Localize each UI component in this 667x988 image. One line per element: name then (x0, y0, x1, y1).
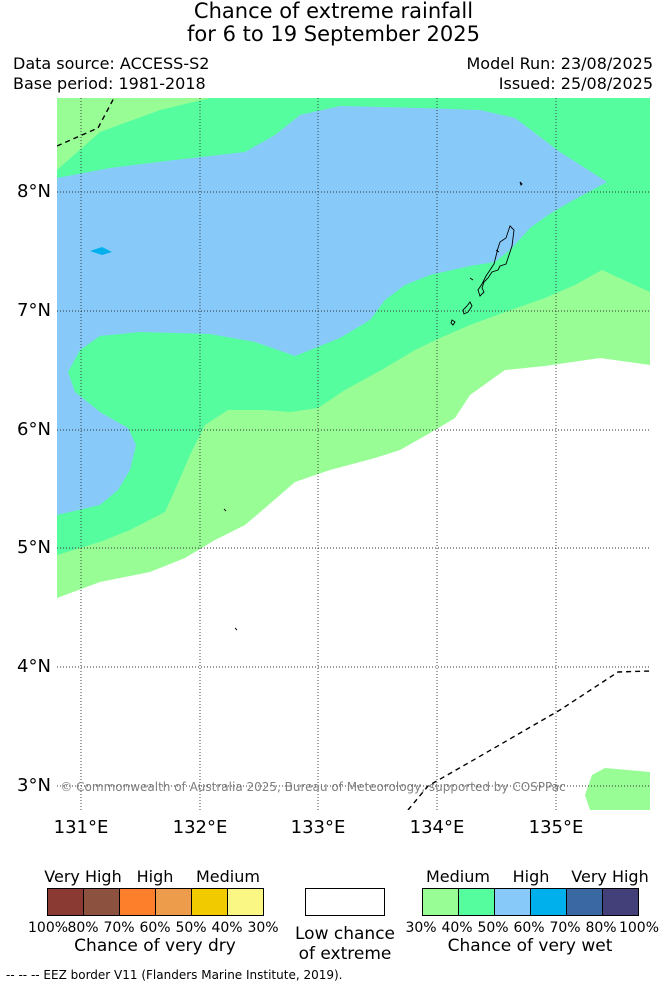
dry-swatch-4 (191, 888, 228, 916)
lon-label-133e: 133°E (290, 817, 346, 838)
wet-swatch-2 (494, 888, 531, 916)
wet-swatch-0 (422, 888, 459, 916)
wet-level-very-high: Very High (571, 867, 649, 886)
dry-pct-6: 30% (247, 920, 279, 936)
dry-pct-3: 60% (139, 920, 171, 936)
wet-swatch-3 (530, 888, 567, 916)
model-run: Model Run: 23/08/2025 (466, 54, 654, 73)
lat-label-5n: 5°N (17, 537, 51, 558)
low-chance-line2: of extreme (298, 944, 392, 964)
lat-label-6n: 6°N (17, 419, 51, 440)
dry-colorbar (47, 888, 264, 916)
dry-swatch-3 (155, 888, 192, 916)
map-title-line2: for 6 to 19 September 2025 (187, 22, 480, 46)
lat-label-8n: 8°N (17, 181, 51, 202)
dry-swatch-0 (47, 888, 84, 916)
data-source: Data source: ACCESS-S2 (13, 54, 210, 73)
lat-label-4n: 4°N (17, 656, 51, 677)
wet-pct-1: 40% (441, 920, 473, 936)
dry-pct-2: 70% (103, 920, 135, 936)
lat-label-3n: 3°N (17, 775, 51, 796)
zone-wet-high-patch (90, 247, 112, 255)
wet-caption: Chance of very wet (447, 936, 613, 956)
wet-pct-6: 100% (618, 920, 660, 936)
palau-islands (223, 181, 523, 631)
lon-label-132e: 132°E (172, 817, 228, 838)
dry-swatch-5 (227, 888, 264, 916)
dry-level-very-high: Very High (44, 867, 122, 886)
lat-label-7n: 7°N (17, 300, 51, 321)
dry-pct-4: 50% (175, 920, 207, 936)
eez-note: -- -- -- EEZ border V11 (Flanders Marine… (6, 968, 343, 982)
zone-wet-medium-patch (585, 768, 650, 810)
dry-level-medium: Medium (196, 867, 260, 886)
base-period: Base period: 1981-2018 (13, 74, 206, 93)
wet-pct-2: 50% (477, 920, 509, 936)
dry-level-high: High (136, 867, 174, 886)
issued-date: Issued: 25/08/2025 (498, 74, 653, 93)
dry-swatch-2 (119, 888, 156, 916)
wet-colorbar (422, 888, 639, 916)
wet-level-medium: Medium (426, 867, 490, 886)
lon-label-131e: 131°E (53, 817, 109, 838)
wet-swatch-4 (566, 888, 603, 916)
dry-pct-0: 100% (28, 920, 69, 936)
dry-swatch-1 (83, 888, 120, 916)
wet-pct-3: 60% (513, 920, 545, 936)
low-chance-line1: Low chance (295, 924, 395, 944)
dry-pct-1: 80% (67, 920, 99, 936)
dry-pct-5: 40% (211, 920, 243, 936)
wet-level-high: High (512, 867, 550, 886)
wet-swatch-5 (602, 888, 639, 916)
lon-label-135e: 135°E (528, 817, 584, 838)
wet-pct-4: 70% (549, 920, 581, 936)
low-chance-swatch (305, 888, 385, 916)
wet-pct-0: 30% (405, 920, 437, 936)
zone-wet-high (57, 106, 607, 515)
wet-swatch-1 (458, 888, 495, 916)
copyright-text: © Commonwealth of Australia 2025, Bureau… (60, 780, 565, 794)
dry-caption: Chance of very dry (74, 936, 236, 956)
wet-pct-5: 80% (585, 920, 617, 936)
map-title-line1: Chance of extreme rainfall (193, 0, 474, 23)
lon-label-134e: 134°E (409, 817, 465, 838)
